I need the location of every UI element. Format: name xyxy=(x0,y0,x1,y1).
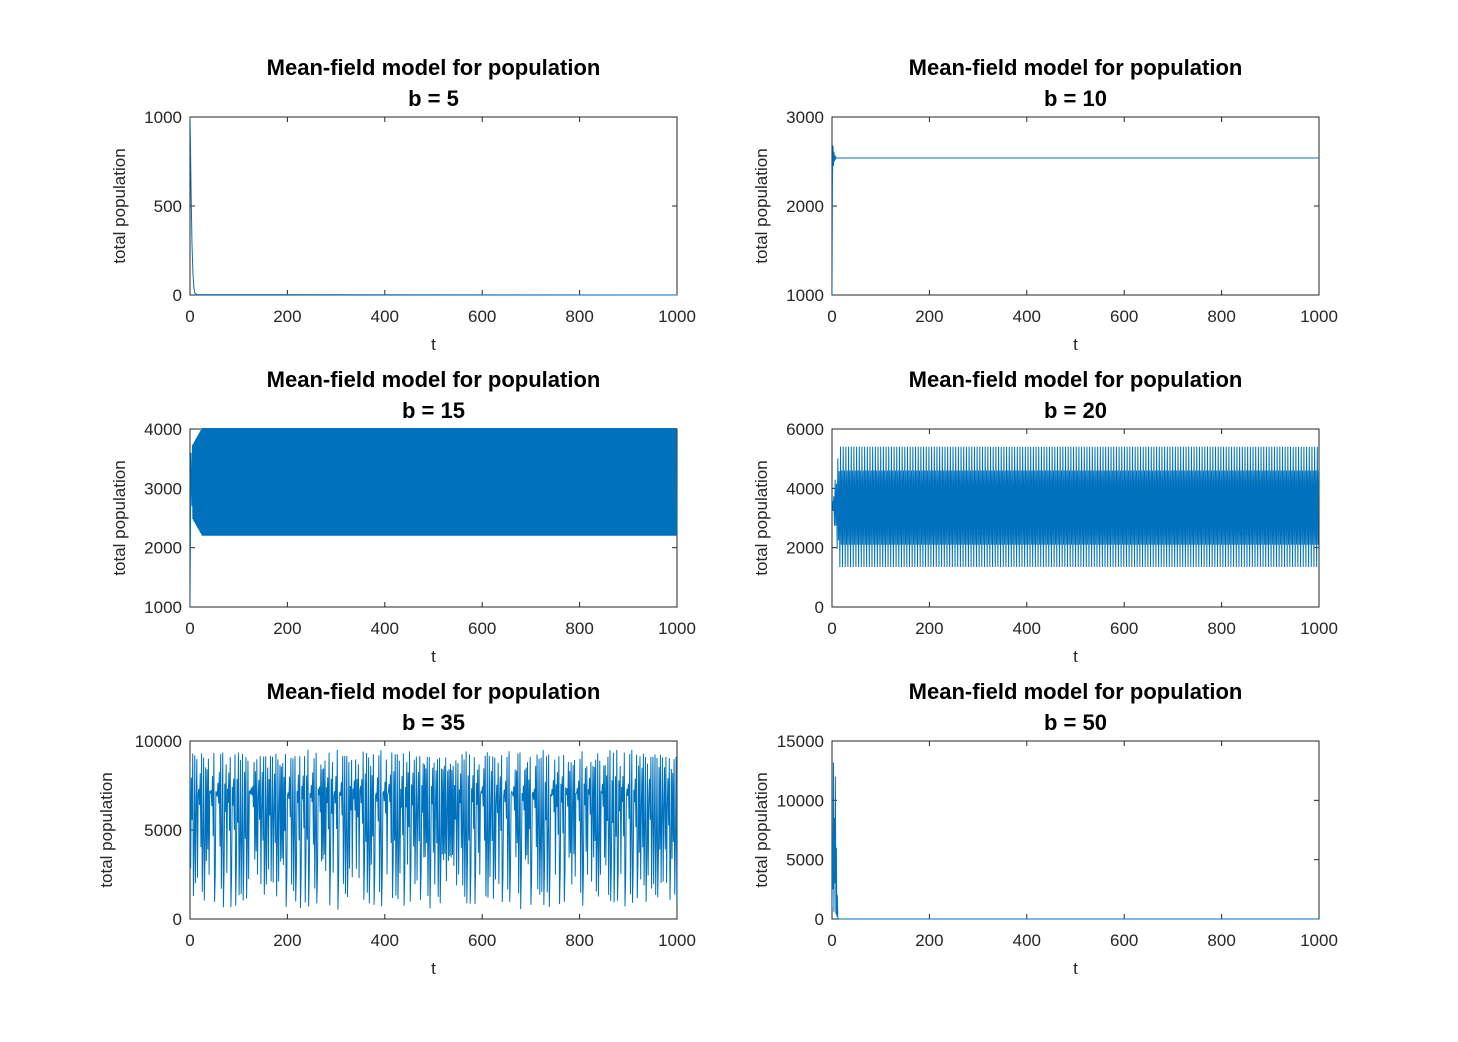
series-line xyxy=(832,145,1319,296)
chart-subtitle: b = 35 xyxy=(402,710,465,735)
x-tick-label: 1000 xyxy=(1300,307,1338,326)
x-tick-label: 400 xyxy=(1013,307,1041,326)
x-tick-label: 400 xyxy=(371,619,399,638)
x-tick-label: 800 xyxy=(1207,307,1235,326)
series-line xyxy=(190,428,678,608)
chart-subtitle: b = 50 xyxy=(1044,710,1107,735)
x-tick-label: 200 xyxy=(273,619,301,638)
subplot-5: Mean-field model for population b = 35 0 20… xyxy=(97,679,696,978)
x-tick-label: 0 xyxy=(185,619,194,638)
x-axis-label: t xyxy=(1073,959,1078,978)
y-tick-label: 0 xyxy=(173,910,182,929)
x-tick-label: 600 xyxy=(468,931,496,950)
y-axis-label: total population xyxy=(97,772,116,887)
y-tick-label: 3000 xyxy=(144,479,182,498)
y-axis-label: total population xyxy=(752,772,771,887)
chart-subtitle: b = 10 xyxy=(1044,86,1107,111)
x-tick-label: 600 xyxy=(468,619,496,638)
x-axis-label: t xyxy=(431,959,436,978)
y-tick-label: 0 xyxy=(173,286,182,305)
y-tick-label: 10000 xyxy=(777,791,824,810)
x-tick-label: 1000 xyxy=(658,307,696,326)
chart-title: Mean-field model for population xyxy=(909,367,1243,392)
x-tick-label: 600 xyxy=(1110,931,1138,950)
y-tick-label: 2000 xyxy=(786,197,824,216)
x-tick-label: 400 xyxy=(371,931,399,950)
x-tick-label: 800 xyxy=(565,307,593,326)
subplot-3: Mean-field model for population b = 15 0 20… xyxy=(110,367,696,666)
x-tick-label: 800 xyxy=(565,931,593,950)
y-tick-label: 4000 xyxy=(786,479,824,498)
chart-subtitle: b = 5 xyxy=(408,86,459,111)
x-axis-label: t xyxy=(431,647,436,666)
y-tick-label: 4000 xyxy=(144,420,182,439)
y-axis-label: total population xyxy=(752,460,771,575)
x-tick-label: 0 xyxy=(827,931,836,950)
x-axis-label: t xyxy=(1073,647,1078,666)
series-line xyxy=(190,749,678,910)
x-tick-label: 600 xyxy=(468,307,496,326)
x-tick-label: 800 xyxy=(565,619,593,638)
x-tick-label: 0 xyxy=(185,307,194,326)
x-tick-label: 0 xyxy=(827,307,836,326)
y-tick-label: 3000 xyxy=(786,108,824,127)
subplot-2: Mean-field model for population b = 10 0 20… xyxy=(752,55,1338,354)
x-tick-label: 200 xyxy=(915,931,943,950)
y-axis-label: total population xyxy=(110,148,129,263)
y-tick-label: 10000 xyxy=(135,732,182,751)
x-tick-label: 200 xyxy=(915,307,943,326)
chart-title: Mean-field model for population xyxy=(909,55,1243,80)
y-tick-label: 0 xyxy=(815,910,824,929)
x-axis-label: t xyxy=(431,335,436,354)
plot-area xyxy=(189,116,678,296)
chart-title: Mean-field model for population xyxy=(267,55,601,80)
y-tick-label: 1000 xyxy=(144,108,182,127)
x-tick-label: 400 xyxy=(371,307,399,326)
y-tick-label: 0 xyxy=(815,598,824,617)
y-tick-label: 6000 xyxy=(786,420,824,439)
y-tick-label: 500 xyxy=(154,197,182,216)
chart-title: Mean-field model for population xyxy=(267,367,601,392)
y-tick-label: 1000 xyxy=(786,286,824,305)
y-tick-label: 2000 xyxy=(144,539,182,558)
y-tick-label: 15000 xyxy=(777,732,824,751)
plot-area xyxy=(831,740,1320,920)
x-tick-label: 800 xyxy=(1207,619,1235,638)
x-tick-label: 1000 xyxy=(1300,619,1338,638)
chart-title: Mean-field model for population xyxy=(909,679,1243,704)
series-line xyxy=(190,116,678,296)
subplot-4: Mean-field model for population b = 20 0 20… xyxy=(752,367,1338,666)
y-axis-label: total population xyxy=(752,148,771,263)
y-tick-label: 5000 xyxy=(144,821,182,840)
chart-subtitle: b = 20 xyxy=(1044,398,1107,423)
plot-area xyxy=(831,116,1320,296)
y-axis-label: total population xyxy=(110,460,129,575)
y-tick-label: 1000 xyxy=(144,598,182,617)
x-tick-label: 600 xyxy=(1110,619,1138,638)
x-tick-label: 800 xyxy=(1207,931,1235,950)
x-tick-label: 200 xyxy=(273,931,301,950)
subplot-1: Mean-field model for population b = 5 0 200… xyxy=(110,55,696,354)
x-tick-label: 400 xyxy=(1013,619,1041,638)
y-tick-label: 2000 xyxy=(786,539,824,558)
chart-subtitle: b = 15 xyxy=(402,398,465,423)
x-tick-label: 600 xyxy=(1110,307,1138,326)
x-tick-label: 1000 xyxy=(658,931,696,950)
subplot-6: Mean-field model for population b = 50 0 20… xyxy=(752,679,1338,978)
x-tick-label: 0 xyxy=(185,931,194,950)
x-tick-label: 200 xyxy=(915,619,943,638)
series-line xyxy=(832,762,1319,920)
x-axis-label: t xyxy=(1073,335,1078,354)
y-tick-label: 5000 xyxy=(786,851,824,870)
x-tick-label: 1000 xyxy=(1300,931,1338,950)
series-line xyxy=(832,446,1320,567)
x-tick-label: 400 xyxy=(1013,931,1041,950)
x-tick-label: 1000 xyxy=(658,619,696,638)
x-tick-label: 200 xyxy=(273,307,301,326)
x-tick-label: 0 xyxy=(827,619,836,638)
chart-title: Mean-field model for population xyxy=(267,679,601,704)
